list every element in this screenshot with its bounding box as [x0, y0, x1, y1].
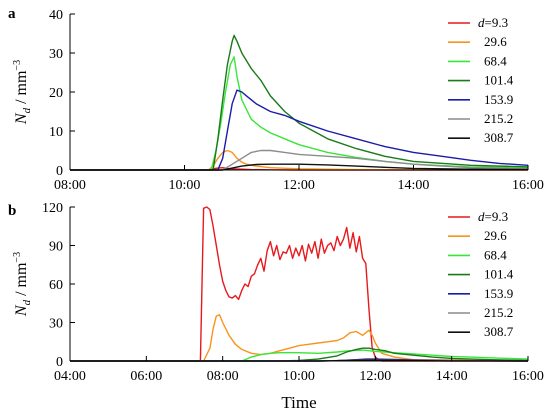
x-tick-label: 10:00 — [283, 369, 315, 384]
legend-entry: 308.7 — [484, 130, 514, 145]
legend-entry-value: 68.4 — [484, 53, 507, 68]
legend-entry: d=9.3 — [478, 15, 508, 30]
y-tick-label: 0 — [56, 355, 63, 370]
y-axis-label-symbol: N — [13, 112, 30, 125]
legend-entry: 153.9 — [484, 92, 513, 107]
y-tick-label: 30 — [49, 317, 63, 332]
panel-label: a — [8, 6, 16, 22]
series-line-215.2 — [70, 149, 529, 171]
x-tick-label: 12:00 — [283, 178, 315, 193]
panel-label: b — [8, 203, 16, 219]
series-line-101.4 — [70, 34, 529, 171]
legend-entry-value: 153.9 — [484, 286, 513, 301]
legend: d=9.3 29.6 68.4 101.4 153.9 215.2 308.7 — [448, 209, 514, 339]
legend-entry-value: =9.3 — [485, 15, 509, 30]
x-tick-label: 06:00 — [130, 369, 162, 384]
x-tick-label: 14:00 — [436, 369, 468, 384]
legend-entry: 68.4 — [484, 53, 507, 68]
legend-entry-prefix: d — [478, 15, 485, 30]
x-tick-label: 16:00 — [512, 369, 544, 384]
x-tick-label: 14:00 — [398, 178, 430, 193]
legend-entry-value: 215.2 — [484, 305, 513, 320]
x-tick-label: 10:00 — [169, 178, 201, 193]
legend-entry: 153.9 — [484, 286, 513, 301]
y-axis-label: Nd / mm−3 — [12, 252, 33, 317]
legend-entry: 68.4 — [484, 247, 507, 262]
y-tick-label: 20 — [49, 86, 63, 101]
legend-entry: 101.4 — [484, 73, 514, 88]
y-tick-label: 10 — [49, 125, 63, 140]
y-axis-label-superscript: −3 — [12, 60, 23, 71]
x-tick-label: 04:00 — [54, 369, 86, 384]
x-tick-label: 08:00 — [207, 369, 239, 384]
series-line-68.4 — [70, 349, 529, 362]
legend-entry: 308.7 — [484, 324, 514, 339]
x-tick-label: 08:00 — [54, 178, 86, 193]
legend-entry: 29.6 — [484, 34, 507, 49]
y-axis-label: Nd / mm−3 — [12, 60, 33, 125]
y-tick-label: 90 — [49, 240, 63, 255]
legend-entry-value: 308.7 — [484, 130, 514, 145]
y-tick-label: 30 — [49, 47, 63, 62]
y-tick-label: 120 — [42, 201, 63, 216]
legend-entry-value: 215.2 — [484, 111, 513, 126]
series-line-d9.3 — [70, 206, 528, 362]
legend: d=9.3 29.6 68.4 101.4 153.9 215.2 308.7 — [448, 15, 514, 145]
legend-entry-value: =9.3 — [485, 209, 509, 224]
series-line-101.4 — [70, 347, 529, 362]
legend-entry: 215.2 — [484, 111, 513, 126]
legend-entry: d=9.3 — [478, 209, 508, 224]
y-axis-label-unit: / mm — [13, 262, 30, 300]
y-axis-label-superscript: −3 — [12, 252, 23, 263]
legend-entry: 215.2 — [484, 305, 513, 320]
x-tick-label: 12:00 — [359, 369, 391, 384]
y-tick-label: 0 — [56, 164, 63, 179]
chart-panel-b: 0 30 60 90 120 04:00 06:00 08:00 10:00 12:00 14:00… — [8, 201, 544, 412]
legend-entry-value: 101.4 — [484, 73, 514, 88]
series-line-29.6 — [70, 149, 529, 171]
legend-entry: 29.6 — [484, 228, 507, 243]
legend-entry-prefix: d — [478, 209, 485, 224]
series-line-153.9 — [70, 89, 529, 171]
y-tick-label: 60 — [49, 278, 63, 293]
x-axis-label: Time — [281, 393, 316, 412]
y-tick-label: 40 — [49, 8, 63, 23]
chart-panel-a: 0 10 20 30 40 08:00 10:00 12:00 14:00 16:00 a Nd / … — [8, 6, 544, 193]
y-axis-label-unit: / mm — [13, 70, 30, 108]
y-axis-label-subscript: d — [21, 299, 33, 305]
legend-entry-value: 68.4 — [484, 247, 507, 262]
legend-entry-value: 29.6 — [484, 228, 507, 243]
x-tick-label: 16:00 — [512, 178, 544, 193]
legend-entry: 101.4 — [484, 267, 514, 282]
series-line-29.6 — [70, 314, 529, 362]
legend-entry-value: 153.9 — [484, 92, 513, 107]
legend-entry-value: 29.6 — [484, 34, 507, 49]
y-axis-label-symbol: N — [13, 304, 30, 317]
series-line-68.4 — [70, 56, 529, 171]
legend-entry-value: 101.4 — [484, 267, 514, 282]
y-axis-label-subscript: d — [21, 107, 33, 113]
legend-entry-value: 308.7 — [484, 324, 514, 339]
